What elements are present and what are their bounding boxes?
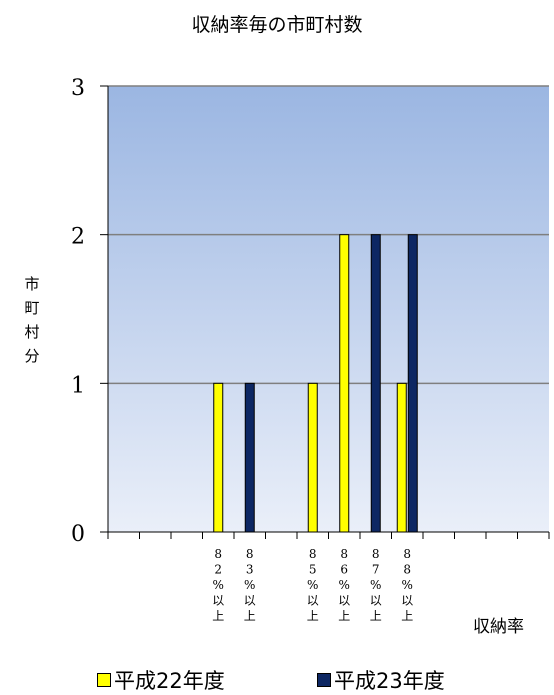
legend-swatch-h23: [317, 673, 331, 687]
bar-h22: [213, 382, 224, 533]
bar-h22: [339, 234, 350, 533]
y-axis-label: 市町村分: [24, 275, 40, 365]
y-tick-label: 3: [71, 76, 85, 101]
x-tick-label: 8 8 %以上: [401, 547, 413, 623]
x-axis-label: 収納率: [473, 617, 524, 637]
bar-h23: [407, 234, 418, 533]
chart-title: 収納率毎の市町村数: [191, 14, 363, 36]
y-tick-label: 1: [71, 373, 85, 398]
y-tick-label: 0: [71, 522, 85, 547]
bar-h23: [370, 234, 381, 533]
bar-h22: [396, 382, 407, 533]
legend-item-h22: 平成22年度: [97, 665, 225, 695]
bar-h23: [244, 382, 255, 533]
x-tick-label: 8 7 %以上: [370, 547, 382, 623]
legend-label-h23: 平成23年度: [334, 669, 445, 693]
x-tick-label: 8 5 %以上: [307, 547, 319, 623]
legend-item-h23: 平成23年度: [317, 665, 445, 695]
legend-swatch-h22: [97, 673, 111, 687]
x-tick-label: 8 2 %以上: [212, 547, 224, 623]
bar-h22: [307, 382, 318, 533]
x-tick-label: 8 3 %以上: [244, 547, 256, 623]
legend-label-h22: 平成22年度: [114, 669, 225, 693]
plot-area: [108, 86, 549, 532]
y-tick-label: 2: [71, 225, 85, 250]
x-tick-label: 8 6 %以上: [338, 547, 350, 623]
